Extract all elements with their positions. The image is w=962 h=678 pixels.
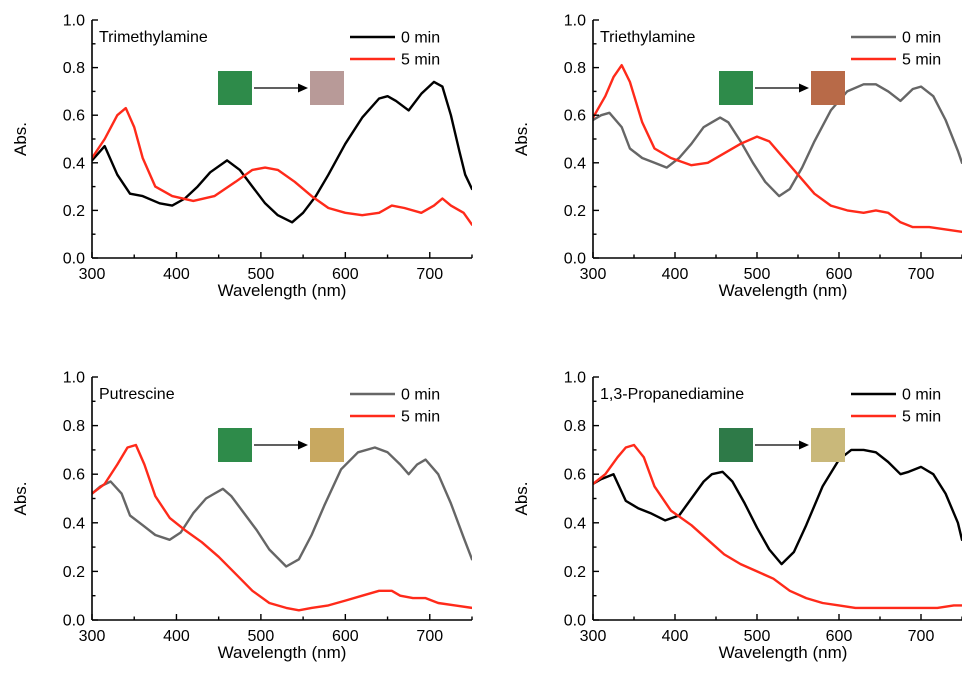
panel-title: 1,3-Propanediamine — [600, 386, 744, 403]
x-tick-label: 500 — [248, 628, 275, 645]
color-swatch-after — [310, 71, 344, 105]
y-axis-title: Abs. — [11, 481, 30, 515]
series-line-5min — [92, 106, 472, 226]
y-tick-label: 0.0 — [564, 251, 586, 268]
y-tick-label: 0.2 — [564, 203, 586, 220]
arrow-head-icon — [799, 83, 809, 93]
x-tick-label: 600 — [826, 628, 853, 645]
x-tick-label: 700 — [908, 628, 935, 645]
legend-label: 5 min — [401, 52, 440, 69]
series-line-0min — [92, 446, 472, 568]
chart-panel-4: 300 400 500 600 700 0.0 0.2 0.4 0.6 0.8 1.0 Wavelen… — [512, 370, 962, 662]
panel-title: Trimethylamine — [99, 29, 208, 46]
y-tick-label: 0.2 — [564, 564, 586, 581]
x-tick-label: 400 — [163, 628, 190, 645]
legend-label: 0 min — [902, 30, 941, 47]
color-swatch-before — [719, 71, 753, 105]
y-tick-label: 0.6 — [63, 467, 85, 484]
y-tick-label: 0.6 — [63, 108, 85, 125]
x-tick-label: 700 — [908, 266, 935, 283]
legend-label: 0 min — [401, 387, 440, 404]
y-tick-label: 0.8 — [564, 60, 586, 77]
x-tick-label: 300 — [580, 266, 607, 283]
x-tick-label: 400 — [662, 266, 689, 283]
color-swatch-after — [811, 428, 845, 462]
x-tick-label: 600 — [332, 266, 359, 283]
series-line-5min — [92, 443, 472, 612]
x-tick-label: 500 — [744, 266, 771, 283]
color-swatch-after — [811, 71, 845, 105]
y-axis-title: Abs. — [512, 481, 531, 515]
arrow-head-icon — [799, 440, 809, 450]
series-line-0min — [593, 448, 962, 566]
y-tick-label: 0.4 — [564, 515, 586, 532]
y-tick-label: 0.0 — [564, 613, 586, 630]
series-line-5min — [593, 64, 962, 233]
y-tick-label: 0.4 — [63, 515, 85, 532]
x-tick-label: 300 — [580, 628, 607, 645]
y-tick-label: 0.2 — [63, 564, 85, 581]
x-tick-label: 500 — [744, 628, 771, 645]
x-axis-title: Wavelength (nm) — [218, 281, 347, 300]
panel-title: Putrescine — [99, 386, 175, 403]
y-tick-label: 0.0 — [63, 613, 85, 630]
y-tick-label: 0.4 — [63, 155, 85, 172]
y-tick-label: 0.8 — [63, 60, 85, 77]
x-axis-title: Wavelength (nm) — [719, 281, 848, 300]
y-axis-title: Abs. — [11, 122, 30, 156]
x-tick-label: 300 — [79, 628, 106, 645]
y-tick-label: 0.4 — [564, 155, 586, 172]
y-tick-label: 1.0 — [63, 13, 85, 30]
x-tick-label: 300 — [79, 266, 106, 283]
legend-label: 0 min — [902, 387, 941, 404]
y-tick-label: 0.6 — [564, 467, 586, 484]
series-line-0min — [92, 80, 472, 224]
arrow-head-icon — [298, 83, 308, 93]
legend-label: 5 min — [902, 52, 941, 69]
y-axis-title: Abs. — [512, 122, 531, 156]
x-tick-label: 400 — [163, 266, 190, 283]
x-tick-label: 400 — [662, 628, 689, 645]
x-tick-label: 700 — [416, 266, 443, 283]
color-swatch-after — [310, 428, 344, 462]
y-tick-label: 0.0 — [63, 251, 85, 268]
x-axis-title: Wavelength (nm) — [218, 643, 347, 662]
y-tick-label: 1.0 — [564, 13, 586, 30]
legend-label: 0 min — [401, 30, 440, 47]
legend-label: 5 min — [401, 409, 440, 426]
color-swatch-before — [719, 428, 753, 462]
color-swatch-before — [218, 71, 252, 105]
y-tick-label: 1.0 — [564, 370, 586, 387]
series-line-5min — [593, 443, 962, 610]
legend-label: 5 min — [902, 409, 941, 426]
panel-title: Triethylamine — [600, 29, 696, 46]
chart-panel-3: 300 400 500 600 700 0.0 0.2 0.4 0.6 0.8 1.0 Wavelen… — [11, 370, 473, 662]
chart-panel-2: 300 400 500 600 700 0.0 0.2 0.4 0.6 0.8 1.0 Wavelen… — [512, 13, 962, 300]
arrow-head-icon — [298, 440, 308, 450]
series-line-0min — [593, 83, 962, 198]
y-tick-label: 1.0 — [63, 370, 85, 387]
color-swatch-before — [218, 428, 252, 462]
y-tick-label: 0.8 — [63, 418, 85, 435]
chart-panel-1: 300 400 500 600 700 0.0 0.2 0.4 0.6 0.8 1.0 Wavelen… — [11, 13, 473, 300]
y-tick-label: 0.2 — [63, 203, 85, 220]
x-tick-label: 600 — [826, 266, 853, 283]
x-axis-title: Wavelength (nm) — [719, 643, 848, 662]
x-tick-label: 700 — [416, 628, 443, 645]
x-tick-label: 600 — [332, 628, 359, 645]
y-tick-label: 0.6 — [564, 108, 586, 125]
y-tick-label: 0.8 — [564, 418, 586, 435]
x-tick-label: 500 — [248, 266, 275, 283]
